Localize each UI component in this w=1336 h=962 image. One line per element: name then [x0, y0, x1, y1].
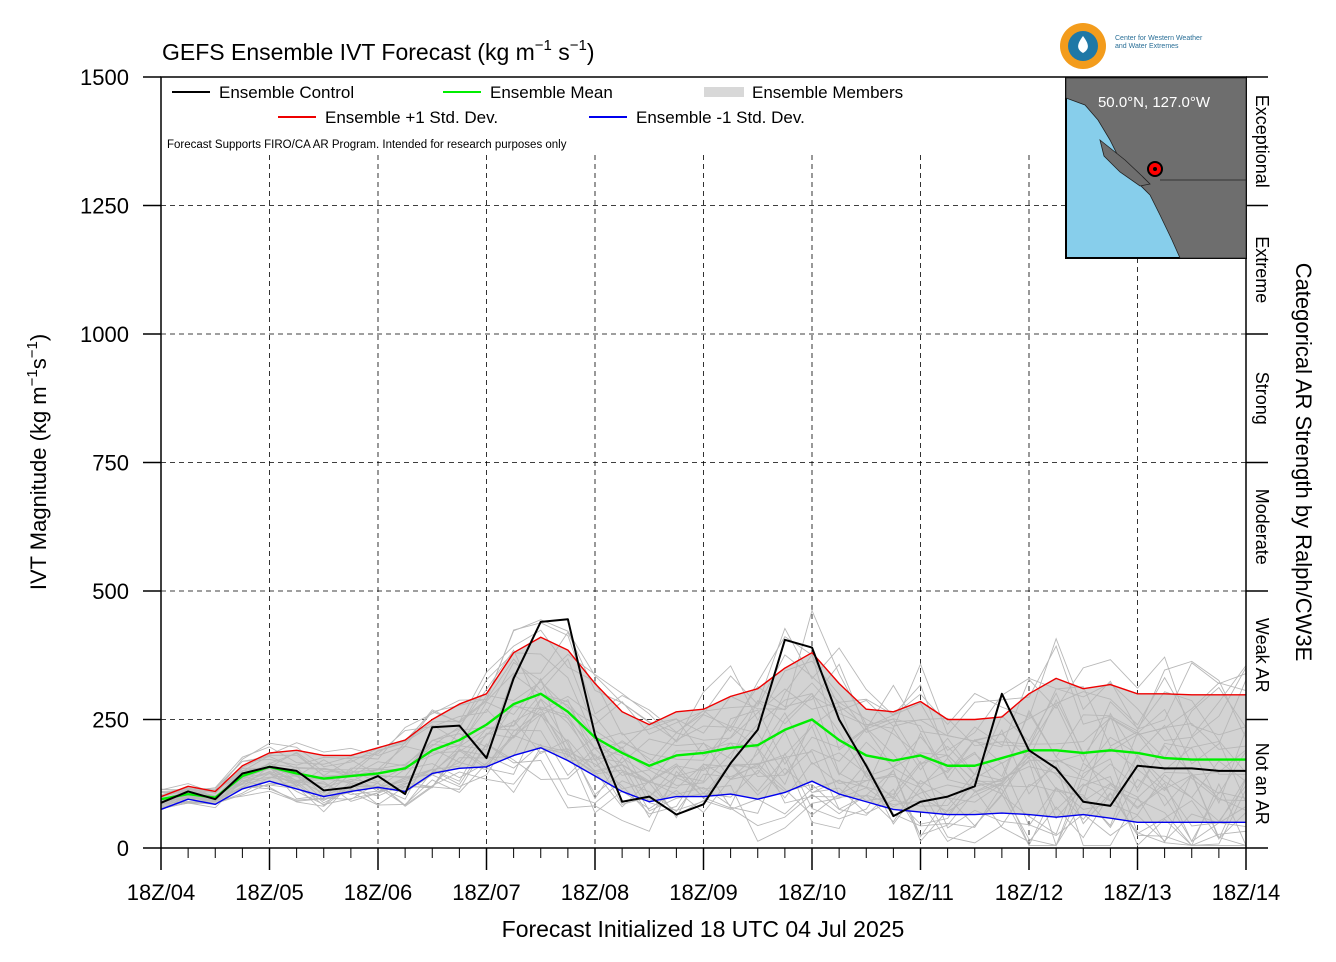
category-label: Weak AR	[1252, 618, 1272, 693]
x-tick-label: 18Z/07	[452, 880, 521, 905]
y-axis-label: IVT Magnitude (kg m−1s−1)	[24, 334, 51, 590]
chart-title: GEFS Ensemble IVT Forecast (kg m−1 s−1)	[162, 37, 595, 65]
member-line	[160, 609, 1247, 795]
logo-line-1: Center for Western Weather	[1115, 35, 1203, 42]
series-lines	[160, 618, 1246, 823]
member-line	[160, 619, 1247, 798]
x-tick-label: 18Z/13	[1103, 880, 1172, 905]
category-label: Not an AR	[1252, 743, 1272, 825]
plus-std-line	[160, 636, 1246, 798]
category-label: Exceptional	[1252, 95, 1272, 188]
category-label: Strong	[1252, 372, 1272, 425]
y-tick-label: 0	[117, 836, 129, 861]
member-line	[160, 692, 1247, 811]
minus-std-line	[160, 747, 1246, 823]
x-tick-label: 18Z/12	[995, 880, 1064, 905]
footnote: Forecast Supports FIRO/CA AR Program. In…	[167, 139, 567, 151]
x-tick-label: 18Z/04	[127, 880, 196, 905]
control-line	[160, 618, 1246, 818]
member-line	[160, 743, 1246, 847]
x-tick-label: 18Z/06	[344, 880, 413, 905]
member-line	[160, 631, 1247, 791]
y-tick-label: 750	[92, 451, 129, 476]
logo	[1060, 23, 1106, 69]
legend-label: Ensemble -1 Std. Dev.	[636, 108, 805, 127]
x-tick-label: 18Z/11	[887, 880, 954, 905]
y-tick-label: 1500	[80, 65, 129, 90]
y-tick-label: 500	[92, 579, 129, 604]
member-line	[160, 714, 1247, 838]
legend-label: Ensemble Members	[752, 83, 903, 102]
x-tick-label: 18Z/09	[669, 880, 738, 905]
legend: Ensemble Control Ensemble Mean Ensemble Me…	[172, 83, 903, 127]
x-tick-label: 18Z/05	[235, 880, 304, 905]
location-inset: 50.0°N, 127.0°W	[1065, 77, 1247, 259]
x-tick-label: 18Z/10	[778, 880, 847, 905]
member-line	[160, 746, 1247, 846]
category-label: Extreme	[1252, 236, 1272, 303]
logo-line-2: and Water Extremes	[1115, 43, 1179, 50]
spread-band	[161, 637, 1246, 823]
right-axis-title: Categorical AR Strength by Ralph/CW3E	[1291, 263, 1316, 662]
axes: 0 250 500 750 1000 1250 1500 18Z/04 18Z/05 18Z/06…	[80, 65, 1280, 905]
member-line	[160, 653, 1247, 793]
inset-location-label: 50.0°N, 127.0°W	[1098, 94, 1211, 111]
x-axis-label: Forecast Initialized 18 UTC 04 Jul 2025	[502, 916, 905, 942]
y-tick-label: 1000	[80, 322, 129, 347]
member-line	[160, 743, 1247, 846]
legend-label: Ensemble Mean	[490, 83, 613, 102]
ensemble-members	[160, 609, 1247, 847]
category-label: Moderate	[1252, 489, 1272, 565]
member-line	[160, 654, 1247, 795]
x-tick-label: 18Z/14	[1212, 880, 1281, 905]
member-line	[160, 649, 1247, 797]
y-tick-label: 250	[92, 708, 129, 733]
y-tick-label: 1250	[80, 194, 129, 219]
mean-line	[160, 692, 1246, 801]
member-line	[160, 652, 1247, 793]
member-line	[160, 622, 1247, 794]
legend-label: Ensemble Control	[219, 83, 354, 102]
legend-label: Ensemble +1 Std. Dev.	[325, 108, 498, 127]
member-line	[160, 682, 1247, 803]
x-tick-label: 18Z/08	[561, 880, 630, 905]
logo-text: Center for Western Weather and Water Ext…	[1115, 35, 1202, 51]
member-line	[160, 674, 1247, 807]
